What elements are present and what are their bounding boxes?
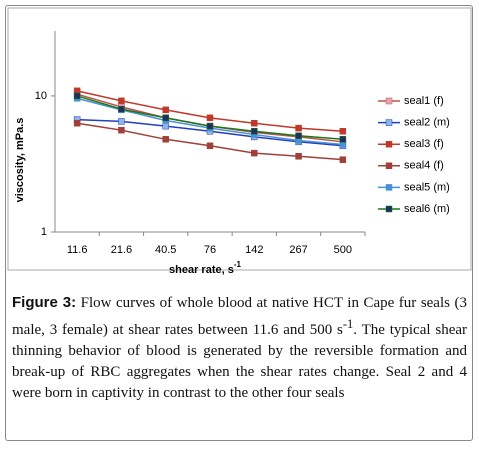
marker	[295, 132, 302, 139]
marker	[162, 122, 169, 130]
caption-sup: -1	[342, 317, 354, 331]
chart-border	[7, 7, 472, 271]
legend-label: seal2 (m)	[404, 117, 450, 129]
marker	[162, 136, 169, 143]
x-label-text: shear rate, s	[169, 264, 234, 276]
marker	[73, 92, 81, 100]
marker	[339, 136, 347, 143]
marker	[118, 105, 125, 113]
legend-label: seal5 (m)	[404, 181, 450, 193]
x-tick-label: 40.5	[155, 244, 176, 256]
x-tick-label: 11.6	[67, 244, 88, 256]
legend-label: seal1 (f)	[404, 95, 444, 107]
marker	[339, 128, 347, 135]
legend-marker	[385, 97, 393, 105]
caption: Figure 3: Flow curves of whole blood at …	[12, 292, 467, 404]
marker	[295, 124, 302, 132]
marker	[118, 118, 125, 125]
marker	[118, 126, 125, 134]
marker	[206, 142, 214, 150]
marker	[251, 149, 258, 157]
marker	[206, 114, 214, 122]
marker	[162, 114, 169, 122]
chart: viscosity, mPa.s shear rate, s-1 1 10 11.6…	[7, 7, 472, 276]
legend-label: seal6 (m)	[404, 203, 450, 215]
legend-label: seal4 (f)	[404, 160, 444, 172]
marker	[118, 97, 125, 105]
marker	[339, 156, 347, 163]
caption-label: Figure 3:	[12, 294, 77, 311]
x-tick-label: 76	[204, 244, 216, 256]
legend-marker	[385, 119, 393, 126]
legend-marker	[385, 184, 393, 191]
y-axis-label: viscosity, mPa.s	[14, 118, 26, 203]
legend-marker	[385, 205, 393, 213]
marker	[251, 128, 258, 135]
marker	[162, 106, 169, 114]
y-tick-label: 1	[41, 226, 47, 238]
marker	[295, 153, 302, 160]
x-label-sup: -1	[234, 260, 242, 269]
x-tick-label: 142	[245, 244, 263, 256]
x-tick-label: 21.6	[111, 244, 132, 256]
x-tick-label: 500	[334, 244, 352, 256]
marker	[251, 119, 258, 127]
x-axis-label: shear rate, s-1	[169, 260, 241, 276]
marker	[73, 119, 81, 127]
x-tick-label: 267	[289, 244, 307, 256]
marker	[206, 122, 214, 130]
legend-marker	[385, 162, 393, 170]
frame	[5, 5, 473, 441]
caption-text: Flow curves of whole blood at native HCT…	[12, 295, 467, 338]
caption-text: . The typical shear thinning behavior of…	[12, 322, 468, 401]
y-tick-label: 10	[35, 90, 47, 102]
legend-marker	[385, 140, 393, 148]
legend-label: seal3 (f)	[404, 138, 444, 150]
